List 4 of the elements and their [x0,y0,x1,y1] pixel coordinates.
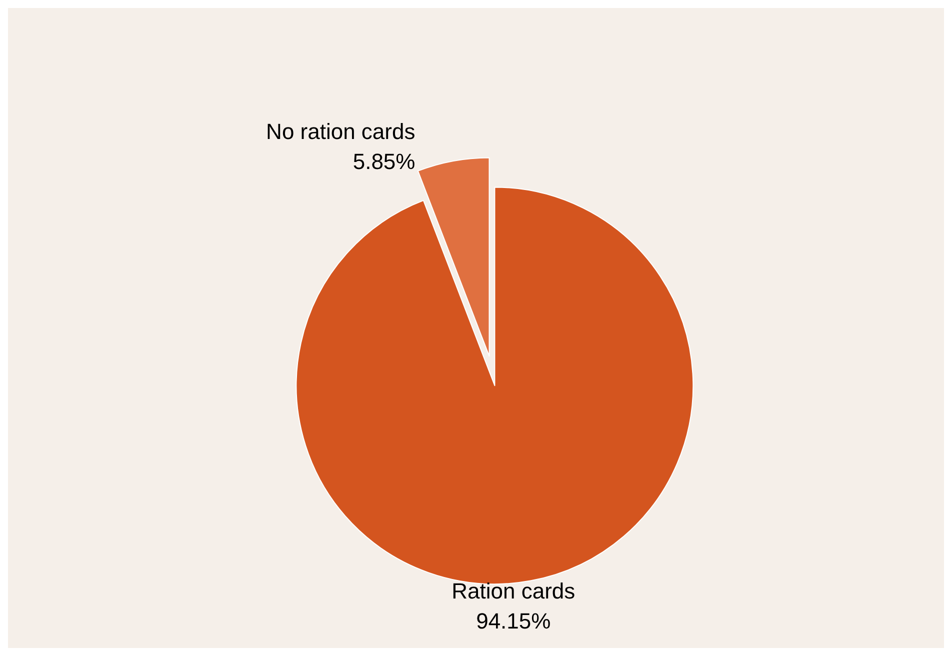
data-label: 94.15% [476,608,551,634]
slice-label: Ration cards [452,578,576,604]
slice-label: No ration cards [266,118,416,144]
data-label: 5.85% [352,148,416,174]
